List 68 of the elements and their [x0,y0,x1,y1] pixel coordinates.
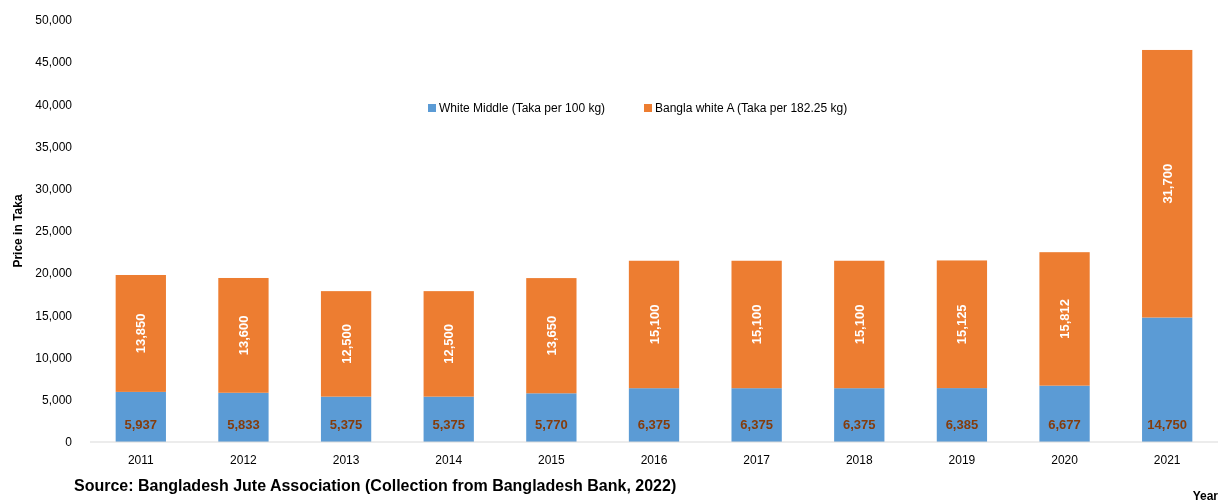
data-label: 5,375 [432,417,465,432]
bar [834,260,885,389]
bar [423,291,474,397]
bar [628,260,680,389]
data-label: 6,375 [843,417,876,432]
data-label: 13,600 [235,315,251,356]
y-tick-label: 20,000 [35,266,73,281]
data-label: 5,937 [124,417,158,432]
bar [218,277,269,393]
y-tick-label: 35,000 [35,139,73,154]
data-label: 14,750 [1147,417,1188,432]
bar [218,392,269,442]
bar [731,388,782,442]
data-label: 6,677 [1048,417,1081,432]
bar [936,388,988,442]
y-tick-label: 15,000 [35,308,73,323]
bar [320,291,372,397]
bar [526,393,577,442]
data-label: 12,500 [441,324,457,364]
data-label: 5,375 [329,417,363,432]
bar [526,278,577,394]
y-tick-label: 40,000 [35,97,73,112]
data-label: 12,500 [338,324,354,364]
data-label: 6,385 [945,417,979,432]
source-note: Source: Bangladesh Jute Association (Collection from Bangladesh Bank, 2022) [74,477,677,494]
data-label: 13,650 [543,315,559,356]
bar [731,260,782,389]
x-tick-label: 2013 [332,453,360,467]
data-label: 13,850 [133,313,149,354]
x-tick-label: 2015 [538,453,566,467]
bar [834,388,885,442]
x-tick-label: 2016 [640,453,668,467]
x-tick-label: 2020 [1051,453,1079,467]
y-tick-label: 30,000 [35,182,73,196]
data-label: 15,100 [851,304,867,345]
x-tick-label: 2017 [743,453,771,467]
data-label: 15,100 [749,304,765,345]
data-label: 5,770 [535,417,568,432]
y-tick-label: 10,000 [35,350,73,365]
bar [628,388,680,442]
data-label: 6,375 [740,417,773,432]
x-tick-label: 2018 [845,453,873,467]
data-label: 5,833 [227,417,260,432]
y-tick-label: 5,000 [41,393,73,407]
x-tick-label: 2019 [948,453,976,467]
x-tick-label: 2014 [435,453,463,467]
legend-label: White Middle (Taka per 100 kg) [439,101,606,115]
x-axis-title: Year [1192,489,1219,502]
y-tick-label: 0 [65,435,73,450]
y-tick-label: 25,000 [35,224,73,239]
y-tick-label: 50,000 [35,13,73,28]
bar [115,275,166,392]
data-label: 15,100 [646,304,662,345]
bar [936,260,988,389]
data-label: 6,375 [637,417,671,432]
x-tick-label: 2012 [230,453,258,467]
x-tick-label: 2011 [127,453,155,467]
data-label: 15,125 [954,304,970,345]
bar [1039,252,1090,386]
data-label: 31,700 [1159,163,1175,204]
legend-label: Bangla white A (Taka per 182.25 kg) [655,101,848,115]
y-tick-label: 45,000 [35,55,73,70]
bar [1142,49,1193,318]
x-tick-label: 2021 [1153,453,1181,467]
bar [1142,317,1193,442]
bar [1039,385,1090,442]
data-label: 15,812 [1057,299,1073,339]
y-axis-title: Price in Taka [11,194,25,268]
